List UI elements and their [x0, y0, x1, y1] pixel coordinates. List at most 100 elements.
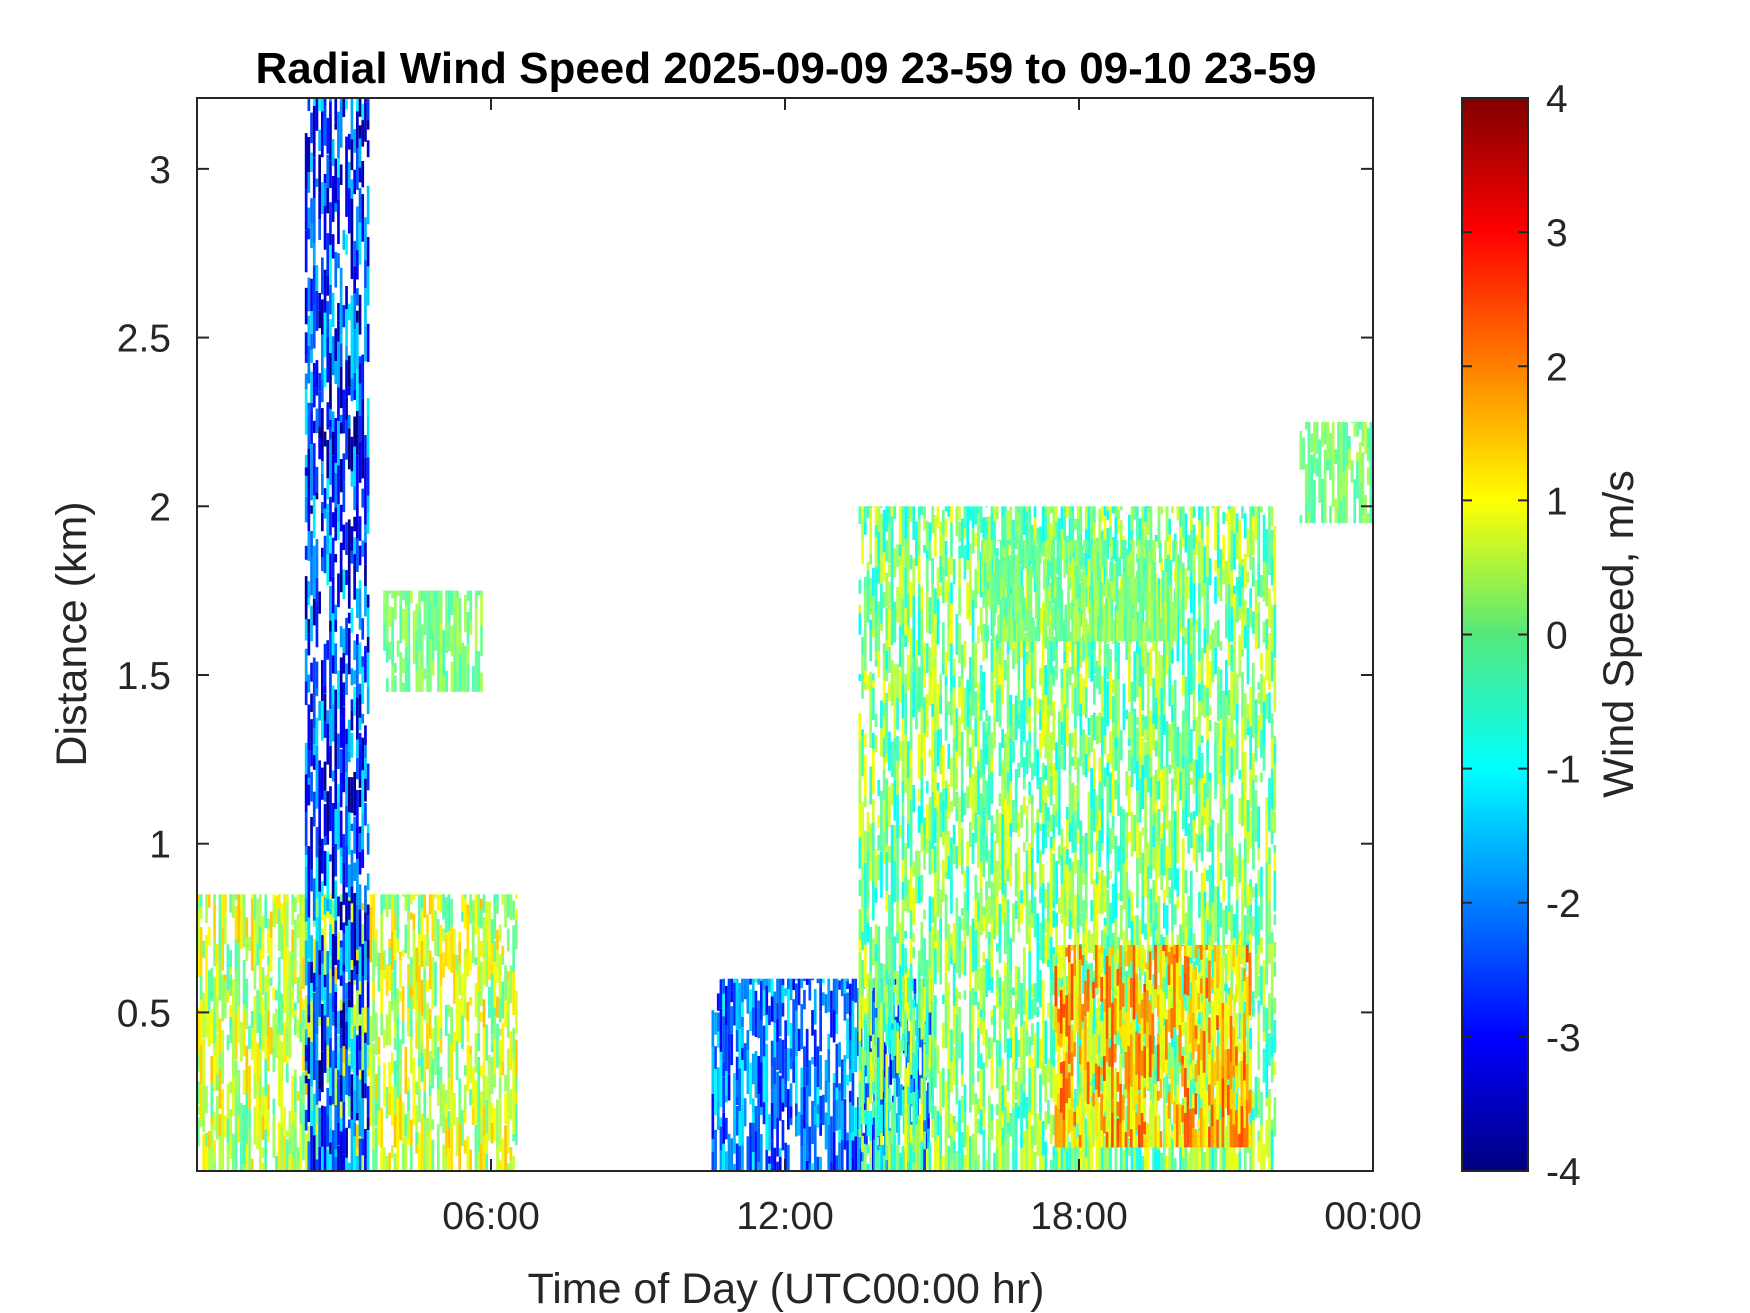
heatmap-cell — [770, 978, 774, 997]
heatmap-cell — [1133, 682, 1137, 702]
heatmap-cell — [439, 986, 443, 1028]
heatmap-cell — [952, 675, 956, 688]
heatmap-cell — [1071, 506, 1075, 512]
heatmap-cell — [1168, 735, 1172, 752]
heatmap-cell — [1233, 506, 1236, 534]
heatmap-cell — [907, 741, 910, 779]
heatmap-cell — [404, 646, 408, 692]
heatmap-cell — [942, 859, 945, 885]
heatmap-cell — [931, 1041, 934, 1068]
heatmap-cell — [237, 1006, 241, 1044]
heatmap-cell — [1049, 936, 1053, 968]
heatmap-cell — [1238, 930, 1242, 947]
heatmap-cell — [1146, 924, 1150, 950]
heatmap-cell — [851, 1156, 855, 1171]
heatmap-cell — [455, 971, 459, 1003]
heatmap-cell — [1138, 518, 1142, 554]
heatmap-cell — [1198, 778, 1201, 794]
heatmap-cell — [420, 979, 424, 1016]
heatmap-cell — [488, 901, 491, 933]
heatmap-cell — [901, 636, 905, 651]
heatmap-cell — [469, 950, 472, 972]
heatmap-cell — [1039, 823, 1042, 831]
heatmap-cell — [439, 590, 443, 610]
heatmap-cell — [469, 621, 473, 635]
heatmap-cell — [776, 1003, 779, 1020]
heatmap-cell — [778, 1075, 782, 1121]
heatmap-cell — [1128, 897, 1131, 929]
heatmap-cell — [1076, 1121, 1080, 1146]
heatmap-cell — [1181, 710, 1185, 730]
heatmap-cell — [904, 674, 907, 694]
heatmap-cell — [312, 972, 316, 992]
heatmap-cell — [1187, 823, 1190, 854]
heatmap-cell — [931, 926, 934, 935]
heatmap-cell — [412, 610, 416, 632]
heatmap-cell — [294, 1002, 297, 1010]
heatmap-cell — [934, 588, 937, 614]
heatmap-cell — [1257, 612, 1261, 649]
heatmap-cell — [1146, 753, 1150, 793]
heatmap-cell — [331, 292, 335, 327]
heatmap-cell — [781, 1120, 785, 1151]
heatmap-cell — [418, 610, 421, 651]
heatmap-cell — [1198, 843, 1201, 853]
heatmap-cell — [361, 354, 365, 399]
heatmap-cell — [283, 1136, 286, 1171]
heatmap-cell — [374, 1012, 378, 1055]
heatmap-cell — [1198, 506, 1201, 521]
heatmap-cell — [310, 457, 313, 501]
heatmap-cell — [242, 1069, 246, 1082]
heatmap-cell — [861, 736, 864, 777]
heatmap-cell — [1203, 773, 1207, 783]
heatmap-cell — [474, 983, 478, 1017]
heatmap-cell — [1128, 757, 1131, 772]
heatmap-cell — [1163, 1124, 1166, 1171]
heatmap-cell — [1179, 732, 1182, 772]
heatmap-cell — [1200, 889, 1204, 929]
heatmap-cell — [444, 1090, 448, 1103]
heatmap-cell — [1157, 929, 1161, 973]
heatmap-cell — [501, 894, 505, 905]
heatmap-cell — [882, 800, 886, 832]
heatmap-cell — [331, 934, 335, 977]
heatmap-cell — [1095, 884, 1099, 929]
heatmap-cell — [1222, 690, 1225, 727]
heatmap-cell — [778, 1038, 782, 1074]
heatmap-cell — [1181, 636, 1185, 675]
heatmap-cell — [1076, 1019, 1080, 1057]
heatmap-cell — [1047, 673, 1050, 706]
heatmap-cell — [800, 1004, 804, 1050]
heatmap-cell — [329, 620, 332, 632]
heatmap-cell — [1190, 506, 1193, 531]
heatmap-cell — [350, 378, 354, 402]
heatmap-cell — [334, 843, 338, 877]
heatmap-cell — [428, 950, 432, 990]
heatmap-cell — [832, 1100, 836, 1133]
heatmap-cell — [944, 1004, 948, 1049]
heatmap-cell — [342, 749, 346, 786]
heatmap-cell — [1219, 641, 1223, 651]
heatmap-cell — [1014, 769, 1018, 808]
heatmap-cell — [1044, 1111, 1048, 1130]
heatmap-cell — [1111, 723, 1115, 770]
heatmap-cell — [358, 694, 362, 718]
heatmap-cell — [1109, 526, 1112, 535]
heatmap-cell — [1090, 962, 1093, 994]
heatmap-cell — [1090, 715, 1093, 753]
heatmap-cell — [474, 1124, 478, 1151]
heatmap-cell — [1136, 991, 1139, 1038]
heatmap-cell — [1020, 1026, 1023, 1056]
heatmap-cell — [877, 780, 881, 797]
heatmap-cell — [399, 604, 403, 644]
heatmap-cell — [1171, 704, 1174, 723]
heatmap-cell — [1246, 571, 1250, 583]
heatmap-cell — [1260, 1091, 1263, 1126]
heatmap-cell — [447, 1004, 451, 1017]
heatmap-cell — [356, 697, 359, 740]
heatmap-cell — [1243, 1001, 1247, 1017]
heatmap-cell — [310, 112, 313, 144]
heatmap-cell — [331, 455, 335, 503]
heatmap-cell — [971, 1074, 975, 1085]
heatmap-cell — [1192, 524, 1196, 550]
